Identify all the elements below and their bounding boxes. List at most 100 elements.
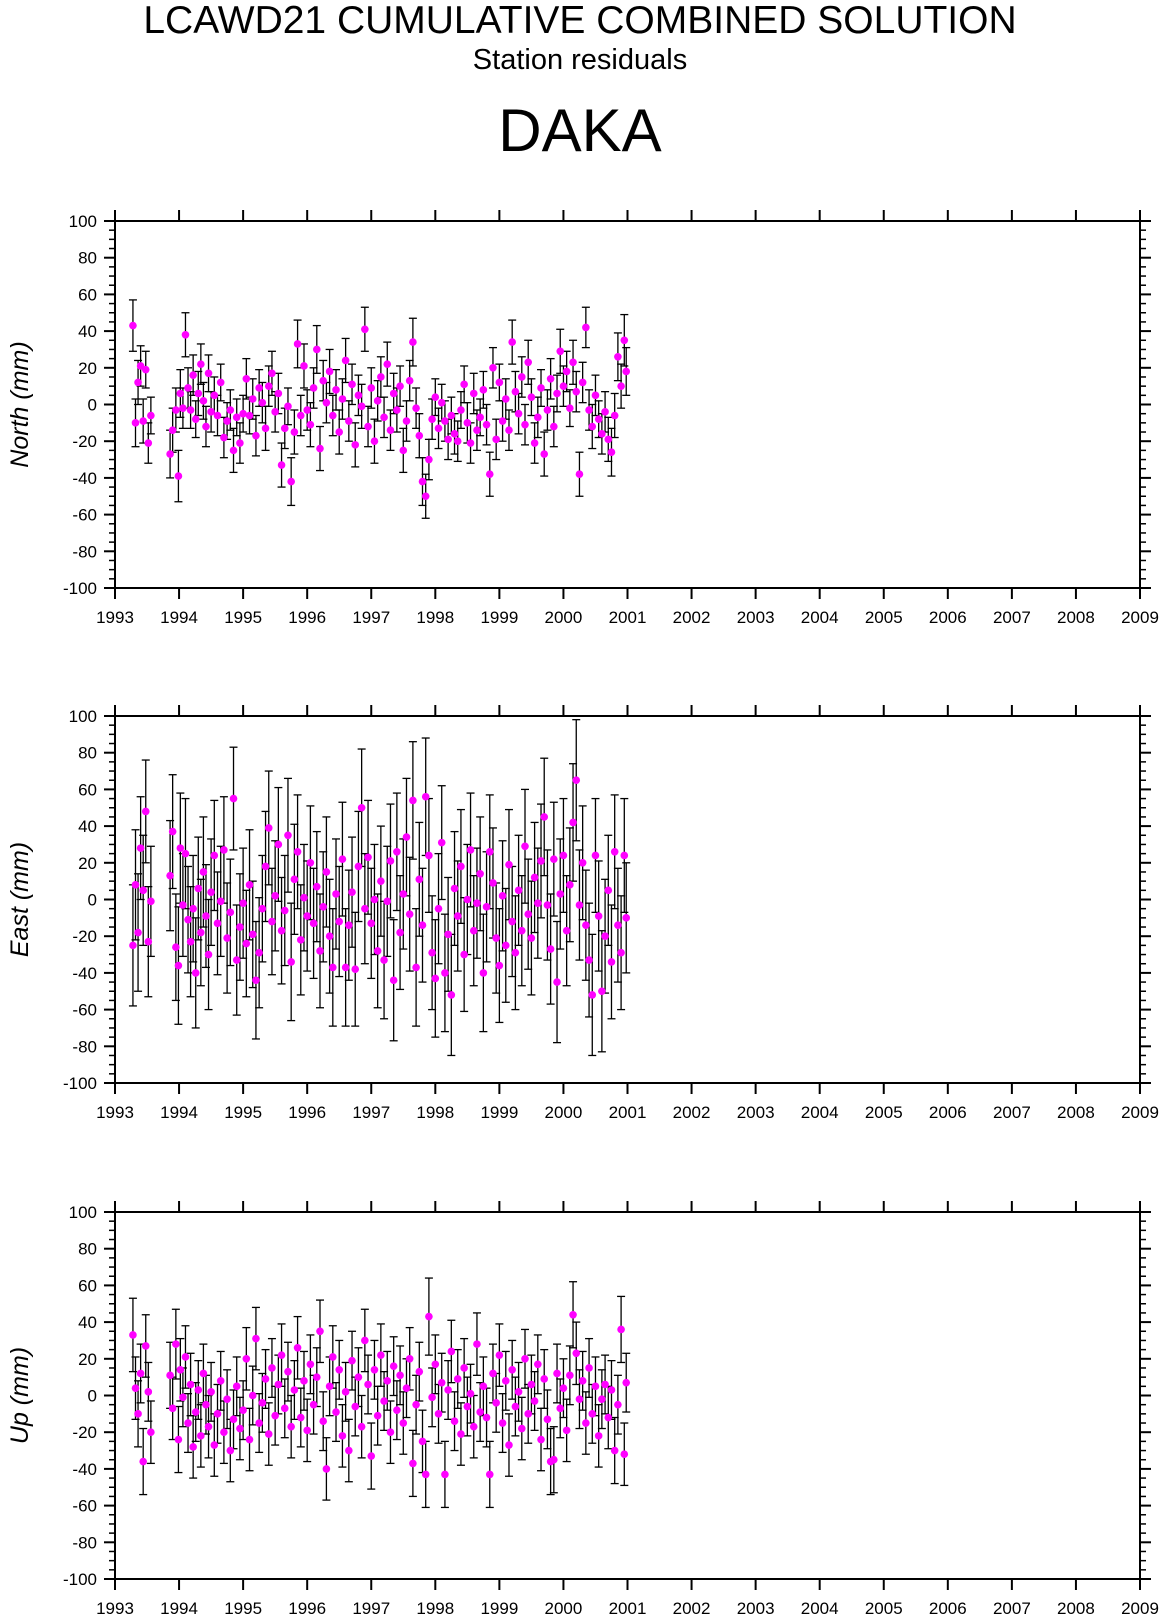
residual-point: [441, 1470, 449, 1479]
x-tick-label: 2006: [929, 1103, 967, 1122]
residual-point: [607, 958, 616, 966]
residual-point: [591, 1382, 600, 1391]
residual-point: [284, 1367, 292, 1376]
residual-point: [296, 1413, 305, 1422]
error-bars: [128, 1277, 631, 1509]
residual-point: [591, 391, 600, 400]
y-axis-label: North (mm): [6, 341, 34, 467]
residual-point: [578, 859, 587, 867]
panel-east: -100 -80 -60 -40 -20 0 20 40 60 80 100 1993 1994 1995…: [6, 705, 1159, 1122]
residual-point: [495, 378, 504, 387]
residual-point: [280, 1404, 289, 1413]
y-tick-label: 100: [69, 212, 97, 231]
residual-point: [556, 1404, 565, 1413]
y-tick-label: 0: [88, 891, 97, 910]
x-tick-label: 1997: [352, 608, 390, 627]
y-tick-label: 0: [88, 396, 97, 415]
y-tick-label: 80: [78, 1240, 97, 1259]
residual-point: [572, 776, 581, 785]
residual-point: [176, 844, 185, 852]
residual-point: [216, 378, 225, 387]
residual-point: [614, 1400, 622, 1409]
y-tick-label: 20: [78, 1350, 97, 1369]
x-tick-label: 2003: [737, 1599, 775, 1618]
residual-point: [176, 389, 185, 398]
residual-point: [485, 847, 494, 856]
residual-point: [546, 375, 555, 383]
residual-point: [521, 842, 529, 851]
residual-point: [172, 943, 180, 952]
y-tick-label: -40: [72, 1460, 97, 1479]
residual-point: [261, 1375, 270, 1383]
residual-point: [598, 1395, 606, 1403]
data-points: [129, 776, 631, 999]
residual-point: [505, 860, 513, 869]
residual-point: [316, 947, 324, 955]
y-tick-label: -20: [72, 1423, 97, 1442]
y-tick-label: 0: [88, 1387, 97, 1406]
residual-point: [546, 945, 555, 953]
residual-point: [566, 881, 574, 889]
residual-point: [357, 803, 366, 812]
residual-point: [566, 404, 574, 412]
residual-point: [268, 1364, 276, 1372]
residual-point: [498, 892, 507, 900]
y-tick-label: -80: [72, 1533, 97, 1552]
residual-point: [585, 956, 593, 964]
residual-point: [144, 937, 153, 946]
residual-point: [466, 439, 475, 447]
y-tick-label: -80: [72, 1037, 97, 1056]
residual-point: [268, 917, 276, 926]
x-tick-label: 2001: [609, 1103, 647, 1122]
residual-point: [469, 1422, 478, 1431]
residual-point: [322, 398, 331, 407]
residual-point: [141, 365, 150, 374]
residual-point: [354, 1373, 363, 1381]
residual-point: [415, 431, 424, 440]
residual-point: [197, 928, 205, 937]
residual-point: [607, 1386, 616, 1394]
residual-point: [202, 912, 210, 920]
residual-point: [399, 890, 408, 898]
residual-point: [236, 439, 244, 447]
residual-point: [421, 492, 430, 501]
residual-point: [189, 904, 197, 913]
residual-point: [229, 1415, 238, 1424]
x-tick-label: 1993: [96, 1599, 134, 1618]
residual-point: [405, 910, 414, 918]
residual-point: [466, 1389, 475, 1398]
residual-point: [517, 373, 526, 381]
residual-point: [287, 477, 295, 486]
residual-point: [220, 433, 228, 442]
residual-point: [290, 428, 299, 436]
residual-point: [434, 1410, 443, 1418]
residual-point: [514, 886, 523, 895]
residual-point: [204, 1422, 213, 1431]
residual-point: [582, 1419, 590, 1427]
residual-point: [598, 987, 606, 996]
y-tick-label: -40: [72, 964, 97, 983]
residual-point: [405, 1355, 414, 1363]
residual-point: [386, 1428, 395, 1436]
y-tick-label: 40: [78, 817, 97, 836]
residual-point: [300, 893, 308, 902]
residual-point: [482, 420, 491, 429]
residual-point: [348, 888, 356, 896]
residual-point: [271, 408, 279, 416]
residual-point: [460, 950, 468, 959]
y-tick-label: 20: [78, 359, 97, 378]
residual-point: [527, 1380, 536, 1389]
residual-point: [361, 325, 369, 334]
x-tick-label: 2008: [1057, 1103, 1095, 1122]
residual-point: [345, 1446, 353, 1455]
residual-point: [386, 426, 395, 434]
y-tick-label: -100: [63, 579, 97, 598]
residual-point: [377, 877, 385, 885]
y-tick-label: 60: [78, 780, 97, 799]
residual-point: [412, 404, 420, 412]
residual-point: [622, 914, 631, 922]
residual-point: [252, 976, 260, 985]
residual-point: [325, 932, 334, 940]
residual-point: [168, 1404, 177, 1413]
residual-point: [181, 1353, 190, 1361]
